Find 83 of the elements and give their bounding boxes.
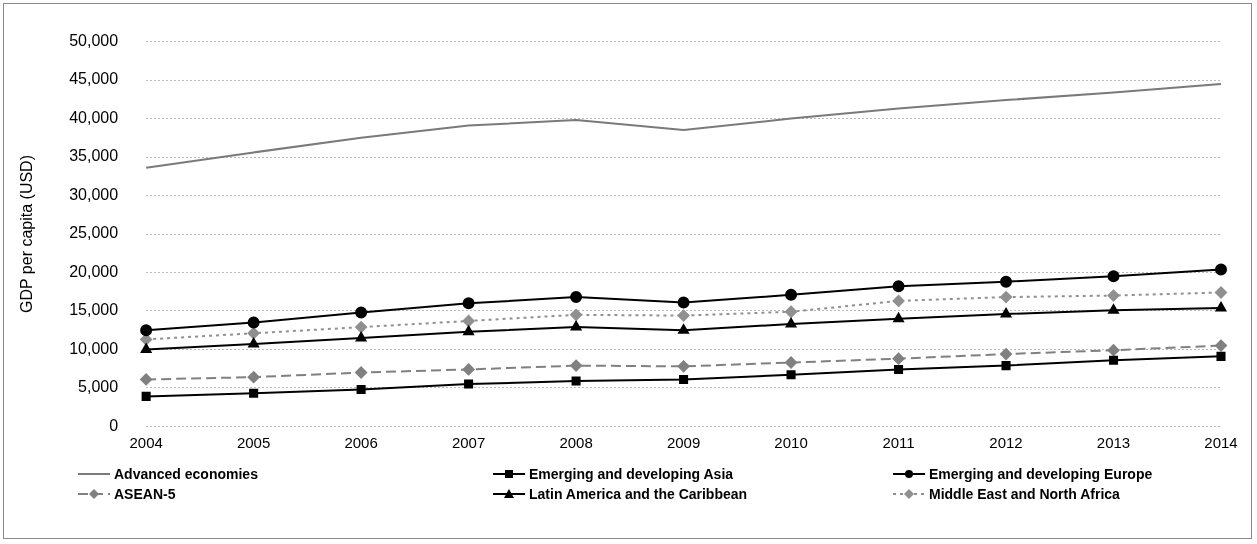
point (785, 356, 798, 369)
y-tick-label: 0 (109, 416, 119, 434)
point (679, 374, 689, 384)
legend-label: Emerging and developing Asia (529, 466, 734, 482)
y-tick-label: 15,000 (69, 301, 119, 319)
legend-label: Emerging and developing Europe (929, 466, 1153, 482)
point (140, 373, 153, 386)
y-tick-label: 10,000 (69, 339, 119, 357)
point (1107, 289, 1120, 302)
point (355, 321, 368, 334)
point (570, 321, 582, 331)
point (140, 324, 153, 337)
point (892, 352, 905, 365)
point (785, 288, 798, 301)
x-tick-label: 2007 (451, 433, 486, 451)
legend-label: Latin America and the Caribbean (529, 486, 748, 502)
point (1000, 275, 1013, 288)
x-tick-label: 2010 (774, 433, 808, 451)
point (1108, 355, 1119, 365)
point (140, 343, 152, 353)
y-tick-label: 35,000 (69, 147, 119, 165)
point (247, 316, 260, 329)
point (1215, 263, 1227, 276)
point (571, 376, 581, 386)
point (355, 366, 368, 379)
point (1215, 301, 1227, 312)
legend-label: ASEAN-5 (114, 486, 176, 502)
point (678, 324, 689, 334)
point (249, 388, 259, 398)
point (785, 318, 797, 328)
point (462, 363, 475, 376)
y-tick-label: 20,000 (69, 262, 119, 280)
point (570, 291, 583, 304)
point (786, 370, 796, 380)
point (1001, 361, 1011, 371)
y-tick-label: 25,000 (69, 224, 119, 242)
point (1000, 348, 1013, 361)
legend-label: Middle East and North Africa (929, 486, 1120, 502)
point (677, 360, 690, 373)
x-tick-label: 2005 (236, 433, 271, 451)
point (247, 371, 260, 384)
point (462, 314, 475, 327)
point (1216, 351, 1226, 361)
point (141, 391, 151, 401)
y-tick-label: 45,000 (69, 70, 119, 88)
point (356, 384, 366, 394)
x-tick-label: 2012 (989, 433, 1023, 451)
x-tick-label: 2011 (882, 433, 915, 451)
x-tick-label: 2014 (1204, 433, 1238, 451)
y-tick-label: 50,000 (69, 32, 119, 50)
x-tick-label: 2013 (1096, 433, 1131, 451)
point (1108, 304, 1119, 314)
point (248, 338, 259, 348)
point (1215, 286, 1227, 299)
point (355, 331, 367, 342)
point (894, 364, 904, 374)
point (462, 297, 475, 310)
point (1000, 291, 1013, 304)
point (247, 327, 260, 340)
point (1107, 270, 1120, 283)
x-tick-label: 2008 (559, 433, 593, 451)
x-tick-label: 2004 (129, 433, 163, 451)
point (893, 312, 904, 323)
point (785, 305, 798, 318)
point (355, 306, 368, 319)
y-tick-label: 40,000 (69, 108, 119, 126)
point (570, 308, 583, 321)
point (570, 359, 583, 372)
point (1107, 344, 1120, 357)
legend-label: Advanced economies (114, 466, 258, 482)
point (677, 309, 690, 322)
x-tick-label: 2006 (344, 433, 378, 451)
point (892, 294, 905, 307)
y-tick-label: 30,000 (69, 185, 119, 203)
point (463, 325, 474, 336)
y-tick-label: 5,000 (78, 378, 119, 396)
x-tick-label: 2009 (666, 433, 701, 451)
point (677, 296, 690, 309)
point (464, 379, 474, 389)
point (1000, 308, 1012, 318)
point (1215, 339, 1227, 352)
point (892, 280, 905, 293)
y-axis-title: GDP per capita (USD) (18, 155, 36, 313)
